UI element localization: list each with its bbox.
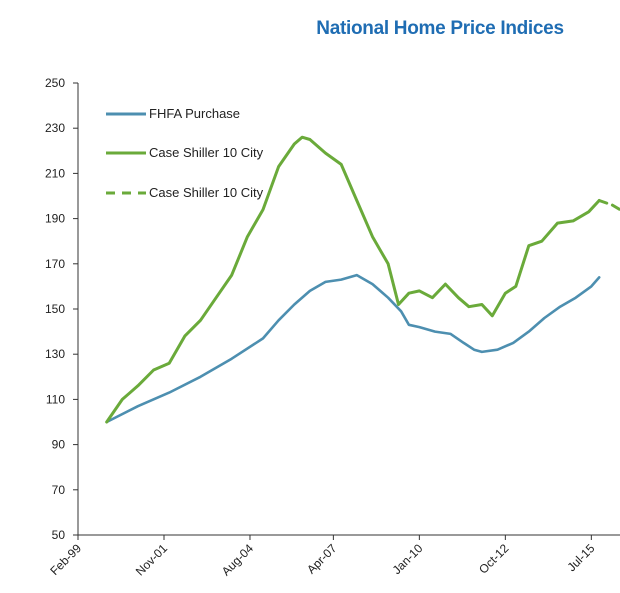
x-tick-label: Aug-04 xyxy=(219,541,256,578)
x-tick-label: Jul-15 xyxy=(564,541,597,574)
y-tick-label: 110 xyxy=(46,392,65,406)
legend-label: Case Shiller 10 City xyxy=(149,145,264,160)
series-line-1 xyxy=(105,135,601,424)
x-tick-label: Jan-10 xyxy=(390,541,426,577)
y-tick-label: 70 xyxy=(52,483,66,497)
y-tick-label: 230 xyxy=(45,121,65,135)
y-axis-ticks: 50 70 90 110 130 150 170 190 210 230 250 xyxy=(45,76,78,542)
series-lines xyxy=(105,135,620,424)
x-tick-label: Oct-12 xyxy=(476,541,512,577)
x-tick-label: Apr-07 xyxy=(304,541,340,577)
y-tick-label: 150 xyxy=(45,302,65,316)
legend-label: FHFA Purchase xyxy=(149,106,240,121)
y-tick-label: 50 xyxy=(52,528,66,542)
y-tick-label: 90 xyxy=(52,438,66,452)
x-tick-label: Nov-01 xyxy=(133,541,170,578)
y-tick-label: 130 xyxy=(45,347,65,361)
series-line-2 xyxy=(597,199,620,212)
y-tick-label: 210 xyxy=(45,166,65,180)
y-tick-label: 170 xyxy=(45,257,65,271)
x-axis-ticks: Feb-99 Nov-01 Aug-04 Apr-07 Jan-10 Oct-12 Jul-… xyxy=(47,535,598,578)
y-tick-label: 190 xyxy=(45,212,65,226)
chart-title: National Home Price Indices xyxy=(316,18,564,39)
legend-label: Case Shiller 10 City xyxy=(149,185,264,200)
y-tick-label: 250 xyxy=(45,76,65,90)
series-line-0 xyxy=(105,273,601,424)
legend: FHFA Purchase Case Shiller 10 City Case Sh… xyxy=(106,106,264,200)
x-tick-label: Feb-99 xyxy=(47,541,84,578)
